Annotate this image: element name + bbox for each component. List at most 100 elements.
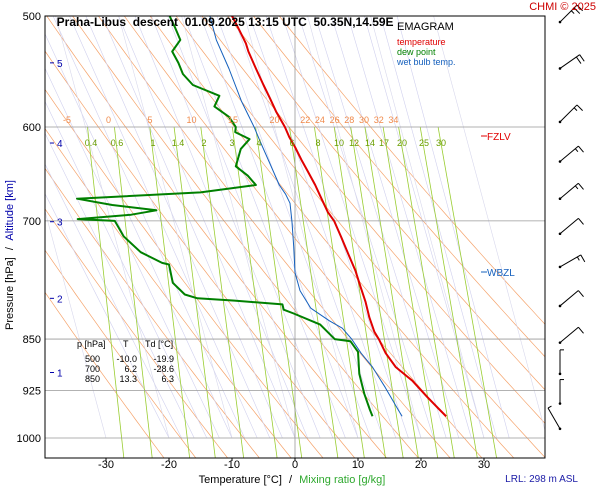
mixing-ratio-label: 2 [201, 138, 206, 148]
moist-adiabat-line [134, 16, 308, 439]
moist-adiabat-line [52, 16, 245, 439]
mixing-ratio-label: 1 [150, 138, 155, 148]
mixing-ratio-label: 14 [365, 138, 375, 148]
mixing-ratio-line [398, 126, 455, 458]
moist-adiabat-line [364, 16, 485, 439]
adiabat-label: 24 [315, 115, 325, 125]
mixing-ratio-label: 12 [349, 138, 359, 148]
wind-barb [558, 326, 584, 344]
wind-barb-flag [578, 290, 584, 297]
fzlv-marker: FZLV [481, 132, 511, 143]
fzlv-label: FZLV [487, 132, 511, 143]
mixing-ratio-line [419, 126, 478, 458]
wind-barb-dot [558, 304, 562, 308]
mixing-ratio-label: 4 [256, 138, 261, 148]
moist-adiabat-line [249, 16, 397, 439]
moist-adiabat-line [45, 163, 182, 439]
wind-barb [558, 4, 583, 24]
sounding-series [76, 15, 447, 418]
mixing-ratio-line [314, 126, 365, 458]
table-cell: 500 [85, 354, 100, 364]
reference-line [118, 16, 233, 439]
mixing-ratio-line [87, 126, 125, 458]
wind-barb-dot [558, 120, 562, 124]
dry-adiabat-line [227, 16, 545, 391]
moist-adiabat-line [151, 16, 321, 439]
background-lines [45, 16, 545, 458]
altitude-tick-label: 5 [57, 59, 63, 70]
dry-adiabat-line [45, 88, 324, 458]
wind-barb-dot [558, 197, 562, 201]
chart-header: Praha-Libus descent 01.09.2025 13:15 UTC… [50, 1, 394, 29]
wind-barb [558, 217, 584, 236]
dry-adiabat-line [149, 16, 515, 458]
dry-adiabat-line [175, 16, 545, 458]
xlabel-mixing-ratio: Mixing ratio [g/kg] [299, 474, 385, 486]
moist-adiabat-line [216, 16, 371, 439]
adiabat-label: 10 [186, 115, 196, 125]
wind-barb-half-flag [547, 405, 552, 409]
ylabel-separator: / [4, 246, 16, 250]
moist-adiabat-line [45, 100, 208, 439]
dry-adiabat-line [45, 208, 229, 458]
wind-barb-flag [576, 4, 583, 12]
table-cell: 700 [85, 364, 100, 374]
mixing-ratio-label: 30 [436, 138, 446, 148]
adiabat-label: 22 [300, 115, 310, 125]
altitude-tick-label: 2 [57, 294, 63, 305]
temperature-tick-label: 30 [478, 459, 490, 471]
mixing-ratio-line [350, 126, 404, 458]
legend-temperature: temperature [397, 37, 446, 47]
wbzl-marker: WBZL [481, 268, 515, 279]
mixing-ratio-label: 25 [419, 138, 429, 148]
adiabat-label: -5 [63, 115, 71, 125]
adiabat-label: 34 [388, 115, 398, 125]
wind-barb-flag [575, 56, 582, 64]
mixing-ratio-label: 20 [397, 138, 407, 148]
ylabel-altitude: Altitude [km] [4, 180, 16, 241]
wind-barb-half-flag [574, 148, 579, 153]
pressure-tick-label: 850 [23, 334, 41, 346]
pressure-tick-label: 500 [23, 11, 41, 23]
dry-adiabat-line [201, 16, 545, 424]
wind-barb [558, 104, 583, 124]
station-coords: 50.35N,14.59E [313, 15, 394, 29]
pressure-tick-label: 1000 [17, 433, 41, 445]
sounding-mode: descent [132, 15, 179, 29]
moist-adiabat-line [118, 16, 296, 439]
temperature-tick-label: 20 [415, 459, 427, 471]
moist-adiabat-line [396, 16, 510, 439]
moist-adiabat-line [45, 33, 233, 439]
mixing-ratio-line [255, 126, 303, 458]
dry-adiabat-line [253, 16, 545, 358]
wind-barb [558, 254, 586, 269]
moist-adiabat-line [45, 67, 220, 439]
svg-text:Temperature [°C] /: Temperature [°C] / Mixing ratio [g/kg] [199, 474, 386, 486]
wind-barb-half-flag [574, 185, 579, 190]
wind-barb [558, 290, 584, 308]
dry-adiabat-line [279, 16, 545, 325]
wind-barb-dot [558, 427, 562, 431]
altitude-tick-label: 1 [57, 369, 63, 380]
wind-barb-dot [558, 232, 562, 236]
wind-barb-flag [579, 54, 585, 62]
table-header-p: p [hPa] [77, 339, 106, 349]
moist-adiabat-line [380, 16, 497, 439]
wind-barb [558, 54, 585, 70]
station-name: Praha-Libus [56, 15, 127, 29]
mixing-ratio-line [364, 126, 419, 458]
dry-adiabat-line [46, 16, 388, 458]
wind-barb-staff [559, 290, 579, 307]
moist-adiabat-line [200, 16, 359, 439]
mixing-ratio-line [231, 126, 278, 458]
table-cell: -19.9 [153, 354, 174, 364]
dry-adiabat-line [45, 249, 197, 458]
mixing-ratio-line [333, 126, 386, 458]
wind-barb-staff [559, 104, 578, 123]
wind-barb-dot [558, 20, 562, 24]
wind-barb-flag [578, 326, 584, 334]
dry-adiabat-line [72, 16, 419, 458]
mixing-ratio-line [382, 126, 439, 458]
xlabel-temperature: Temperature [°C] [199, 474, 282, 486]
moist-adiabat-line [45, 193, 170, 439]
